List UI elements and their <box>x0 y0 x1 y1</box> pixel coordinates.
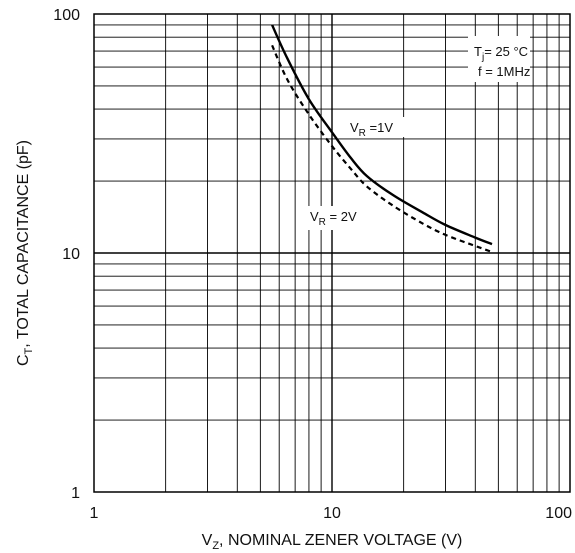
vr2-label: VR = 2V <box>310 209 357 228</box>
x-axis-title: VZ, NOMINAL ZENER VOLTAGE (V) <box>202 532 463 552</box>
x-tick-label: 10 <box>323 505 341 522</box>
y-tick-label: 100 <box>53 7 80 24</box>
x-tick-label: 1 <box>90 505 99 522</box>
series-line-2 <box>271 44 493 254</box>
series-line-1 <box>271 24 493 246</box>
vr1-label: VR =1V <box>350 120 393 139</box>
frequency-condition: f = 1MHz <box>478 64 530 79</box>
conditions-box <box>468 36 530 82</box>
x-tick-label: 100 <box>545 505 572 522</box>
tj-condition: Tj= 25 °C <box>474 44 528 63</box>
y-tick-label: 10 <box>62 246 80 263</box>
y-axis-title: CT, TOTAL CAPACITANCE (pF) <box>15 140 35 366</box>
series-lines <box>271 24 493 254</box>
plot-frame <box>93 13 571 493</box>
tick-labels: 1 10 100 1 10 100 <box>53 7 572 522</box>
vr1-label-bg <box>344 117 406 137</box>
grid-lines <box>94 14 570 492</box>
vr2-label-bg <box>306 206 372 230</box>
y-tick-label: 1 <box>71 485 80 502</box>
